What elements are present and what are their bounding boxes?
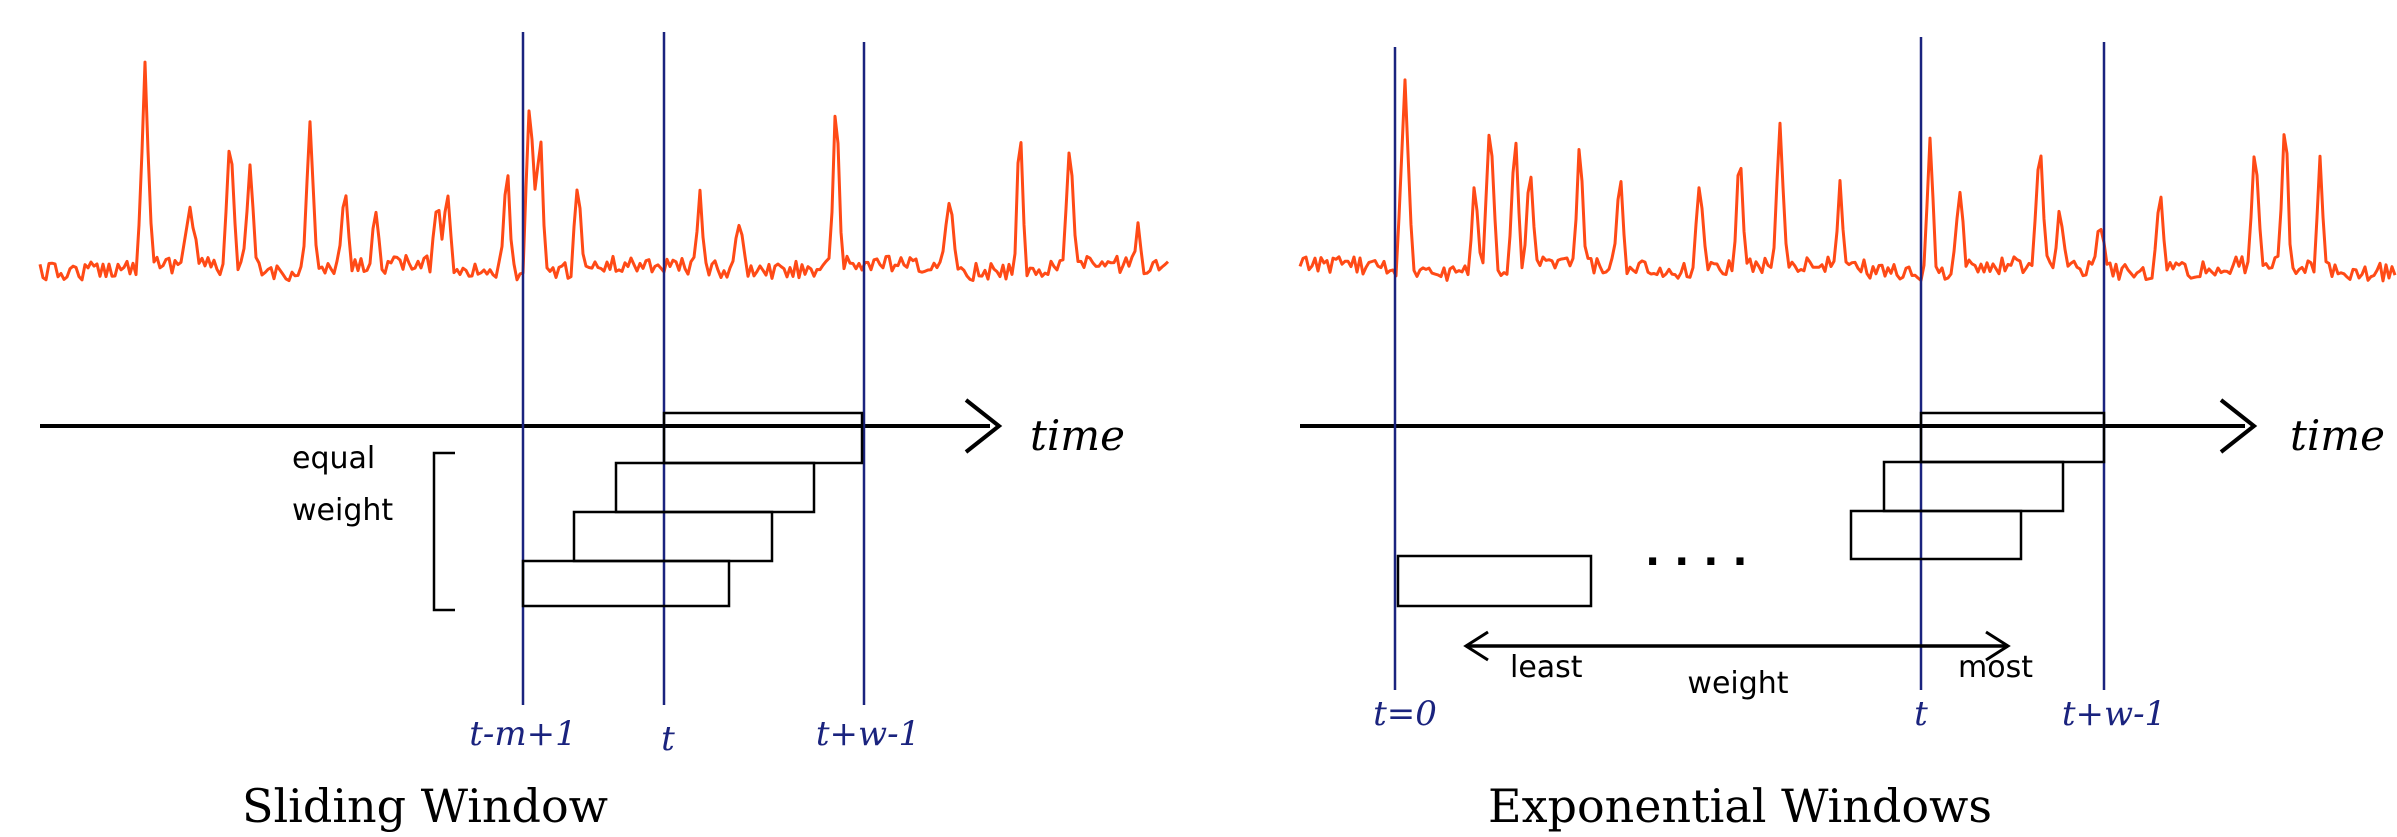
- left-panel: time equal weight t-m+1 t t+w-1 Sliding …: [38, 32, 1170, 833]
- signal-trace-right: [1298, 78, 2397, 283]
- panel-title-exponential-windows: Exponential Windows: [1488, 779, 1992, 833]
- window-box: [521, 559, 731, 608]
- weight-arrowhead-right: [1985, 630, 2011, 662]
- window-box: [614, 461, 816, 514]
- marker-label-t-plus-w-minus-1: t+w-1: [816, 714, 920, 754]
- time-axis-arrowhead: [964, 398, 1003, 454]
- time-axis-label: time: [2290, 411, 2385, 460]
- weight-arrowhead-left: [1463, 630, 1489, 662]
- signal-trace-left: [38, 60, 1170, 283]
- marker-label-t: t: [661, 719, 675, 759]
- weight-label-center: weight: [1687, 666, 1788, 701]
- window-box: [1396, 554, 1593, 608]
- window-box: [1919, 411, 2106, 464]
- panel-title-sliding-window: Sliding Window: [242, 779, 608, 833]
- bracket-label-line1: equal: [292, 441, 375, 476]
- marker-label-t-equals-0: t=0: [1373, 694, 1437, 734]
- window-box: [1882, 460, 2065, 513]
- bracket-label-line2: weight: [292, 493, 393, 528]
- window-box: [572, 510, 774, 563]
- equal-weight-bracket: [432, 451, 455, 612]
- marker-label-t: t: [1914, 694, 1928, 734]
- time-axis-label: time: [1030, 411, 1125, 460]
- time-axis-arrowhead: [2219, 398, 2258, 454]
- window-box: [1849, 509, 2023, 561]
- weight-label-least: least: [1510, 650, 1583, 685]
- ellipsis: . . . .: [1645, 529, 1748, 575]
- weight-label-most: most: [1958, 650, 2033, 685]
- marker-label-t-plus-w-minus-1: t+w-1: [2062, 694, 2166, 734]
- marker-label-t-m-plus-1: t-m+1: [469, 714, 577, 754]
- right-panel: time . . . . least weight most t=0 t t+w…: [1298, 37, 2397, 833]
- window-box: [662, 411, 864, 465]
